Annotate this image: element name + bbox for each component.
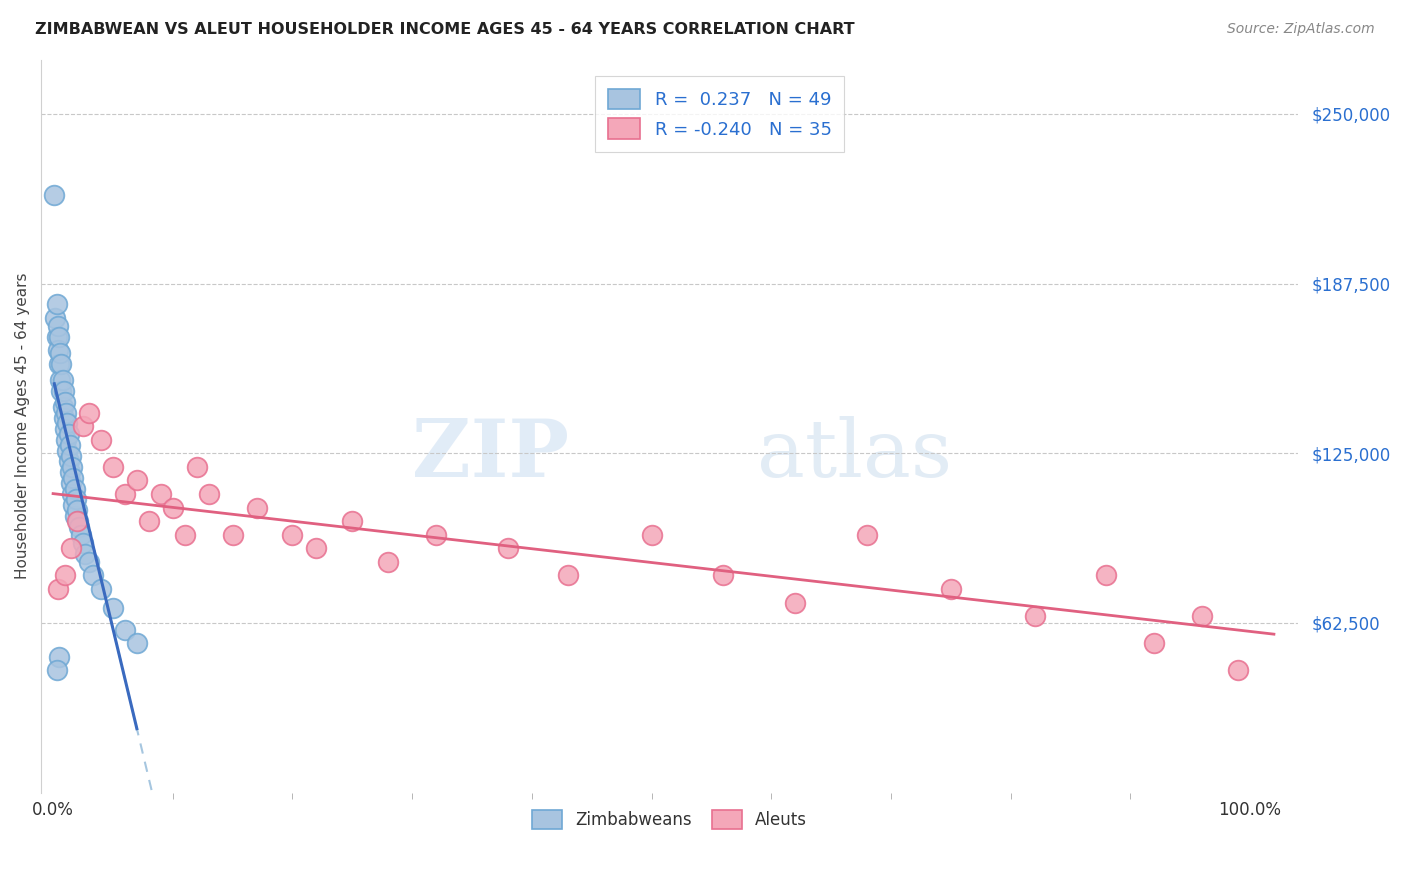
Point: [75, 547, 97, 561]
Point: [1143, 636, 1166, 650]
Point: [52, 411, 75, 425]
Point: [53, 422, 76, 436]
Point: [149, 487, 172, 501]
Point: [342, 514, 364, 528]
Point: [46, 343, 69, 357]
Point: [186, 459, 208, 474]
Point: [173, 527, 195, 541]
Point: [221, 527, 243, 541]
Point: [77, 555, 100, 569]
Point: [62, 498, 84, 512]
Point: [125, 474, 148, 488]
Point: [46, 582, 69, 596]
Point: [77, 406, 100, 420]
Point: [45, 297, 67, 311]
Point: [51, 357, 73, 371]
Point: [60, 459, 83, 474]
Point: [60, 541, 83, 556]
Point: [162, 500, 184, 515]
Point: [1191, 609, 1213, 624]
Point: [48, 329, 70, 343]
Point: [46, 318, 69, 333]
Point: [72, 536, 94, 550]
Point: [45, 664, 67, 678]
Point: [425, 527, 447, 541]
Text: ZIMBABWEAN VS ALEUT HOUSEHOLDER INCOME AGES 45 - 64 YEARS CORRELATION CHART: ZIMBABWEAN VS ALEUT HOUSEHOLDER INCOME A…: [35, 22, 855, 37]
Point: [67, 514, 90, 528]
Point: [55, 406, 77, 420]
Point: [496, 541, 519, 556]
Point: [59, 438, 82, 452]
Point: [63, 482, 86, 496]
Point: [58, 454, 80, 468]
Point: [90, 582, 112, 596]
Point: [557, 568, 579, 582]
Point: [48, 649, 70, 664]
Point: [785, 596, 807, 610]
Point: [49, 373, 72, 387]
Point: [45, 329, 67, 343]
Point: [72, 419, 94, 434]
Y-axis label: Householder Income Ages 45 - 64 years: Householder Income Ages 45 - 64 years: [15, 273, 30, 580]
Point: [281, 527, 304, 541]
Point: [44, 188, 66, 202]
Point: [245, 500, 267, 515]
Point: [62, 471, 84, 485]
Point: [67, 519, 90, 533]
Point: [59, 465, 82, 479]
Legend: Zimbabweans, Aleuts: Zimbabweans, Aleuts: [526, 803, 814, 836]
Point: [52, 400, 75, 414]
Point: [63, 508, 86, 523]
Point: [52, 384, 75, 398]
Point: [1227, 664, 1250, 678]
Point: [44, 310, 66, 325]
Point: [82, 568, 104, 582]
Text: ZIP: ZIP: [412, 417, 569, 494]
Point: [1024, 609, 1046, 624]
Point: [51, 384, 73, 398]
Point: [60, 476, 83, 491]
Point: [65, 492, 87, 507]
Point: [66, 503, 89, 517]
Point: [125, 636, 148, 650]
Point: [53, 394, 76, 409]
Point: [66, 514, 89, 528]
Point: [90, 433, 112, 447]
Point: [48, 357, 70, 371]
Point: [53, 568, 76, 582]
Point: [55, 433, 77, 447]
Point: [114, 623, 136, 637]
Point: [49, 346, 72, 360]
Point: [58, 427, 80, 442]
Point: [101, 601, 124, 615]
Point: [305, 541, 328, 556]
Point: [60, 449, 83, 463]
Point: [197, 487, 219, 501]
Text: Source: ZipAtlas.com: Source: ZipAtlas.com: [1227, 22, 1375, 37]
Point: [640, 527, 662, 541]
Point: [138, 514, 160, 528]
Point: [69, 527, 91, 541]
Point: [711, 568, 734, 582]
Point: [60, 487, 83, 501]
Point: [101, 459, 124, 474]
Point: [56, 417, 79, 431]
Point: [56, 443, 79, 458]
Point: [52, 373, 75, 387]
Point: [856, 527, 879, 541]
Point: [1095, 568, 1118, 582]
Point: [114, 487, 136, 501]
Point: [377, 555, 399, 569]
Text: atlas: atlas: [758, 417, 953, 494]
Point: [939, 582, 962, 596]
